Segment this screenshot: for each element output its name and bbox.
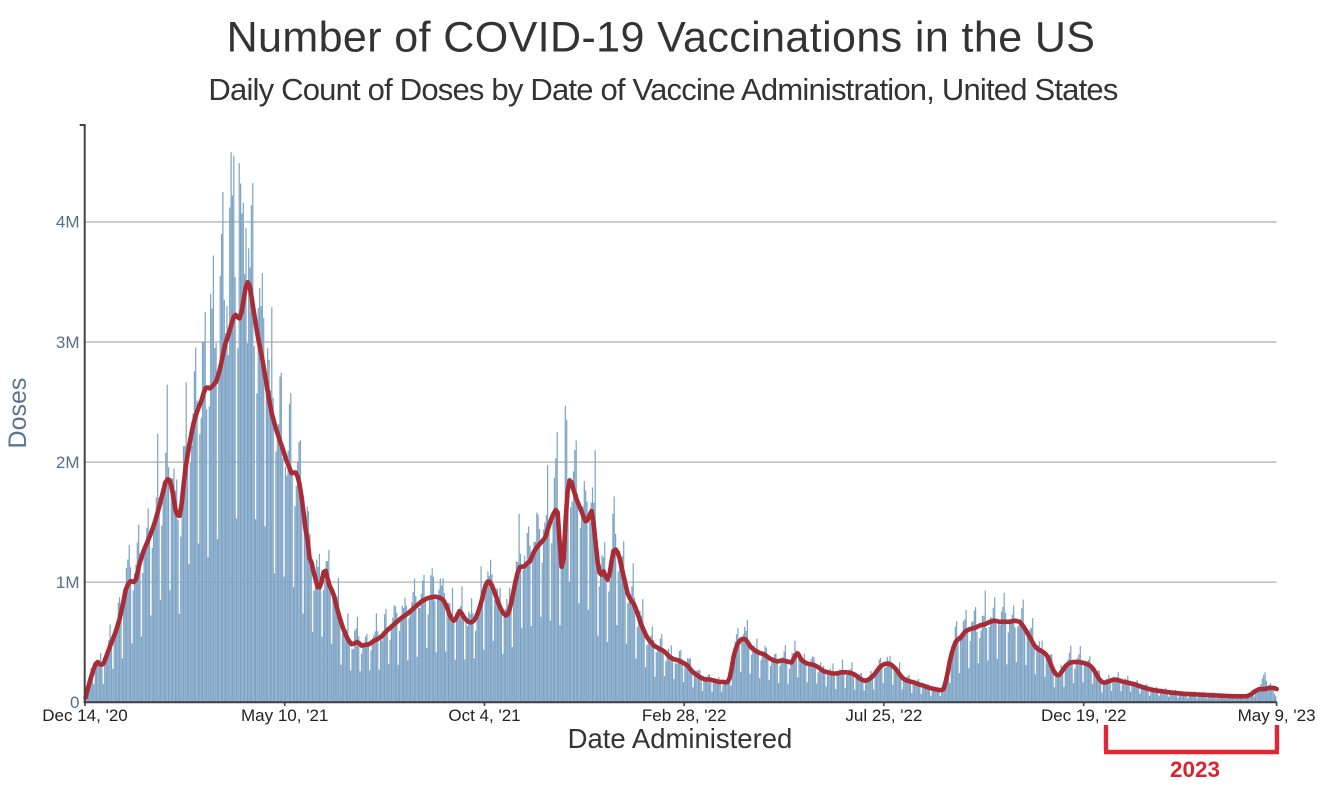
svg-text:Doses: Doses [4,378,32,449]
svg-text:May 10, '21: May 10, '21 [241,706,328,725]
svg-text:Daily Count of Doses by Date o: Daily Count of Doses by Date of Vaccine … [208,72,1117,107]
svg-text:May 9, '23: May 9, '23 [1238,706,1316,725]
svg-text:Date Administered: Date Administered [568,723,793,754]
svg-text:4M: 4M [56,213,80,232]
svg-text:2023: 2023 [1170,757,1220,782]
svg-text:Dec 19, '22: Dec 19, '22 [1041,706,1126,725]
svg-text:Jul 25, '22: Jul 25, '22 [845,706,922,725]
svg-text:Oct 4, '21: Oct 4, '21 [448,706,520,725]
svg-text:3M: 3M [56,333,80,352]
svg-text:2M: 2M [56,453,80,472]
svg-text:1M: 1M [56,573,80,592]
svg-text:Dec 14, '20: Dec 14, '20 [42,706,127,725]
svg-text:Feb 28, '22: Feb 28, '22 [642,706,727,725]
svg-text:0: 0 [70,693,79,712]
svg-text:Number of COVID-19 Vaccination: Number of COVID-19 Vaccinations in the U… [227,14,1096,62]
